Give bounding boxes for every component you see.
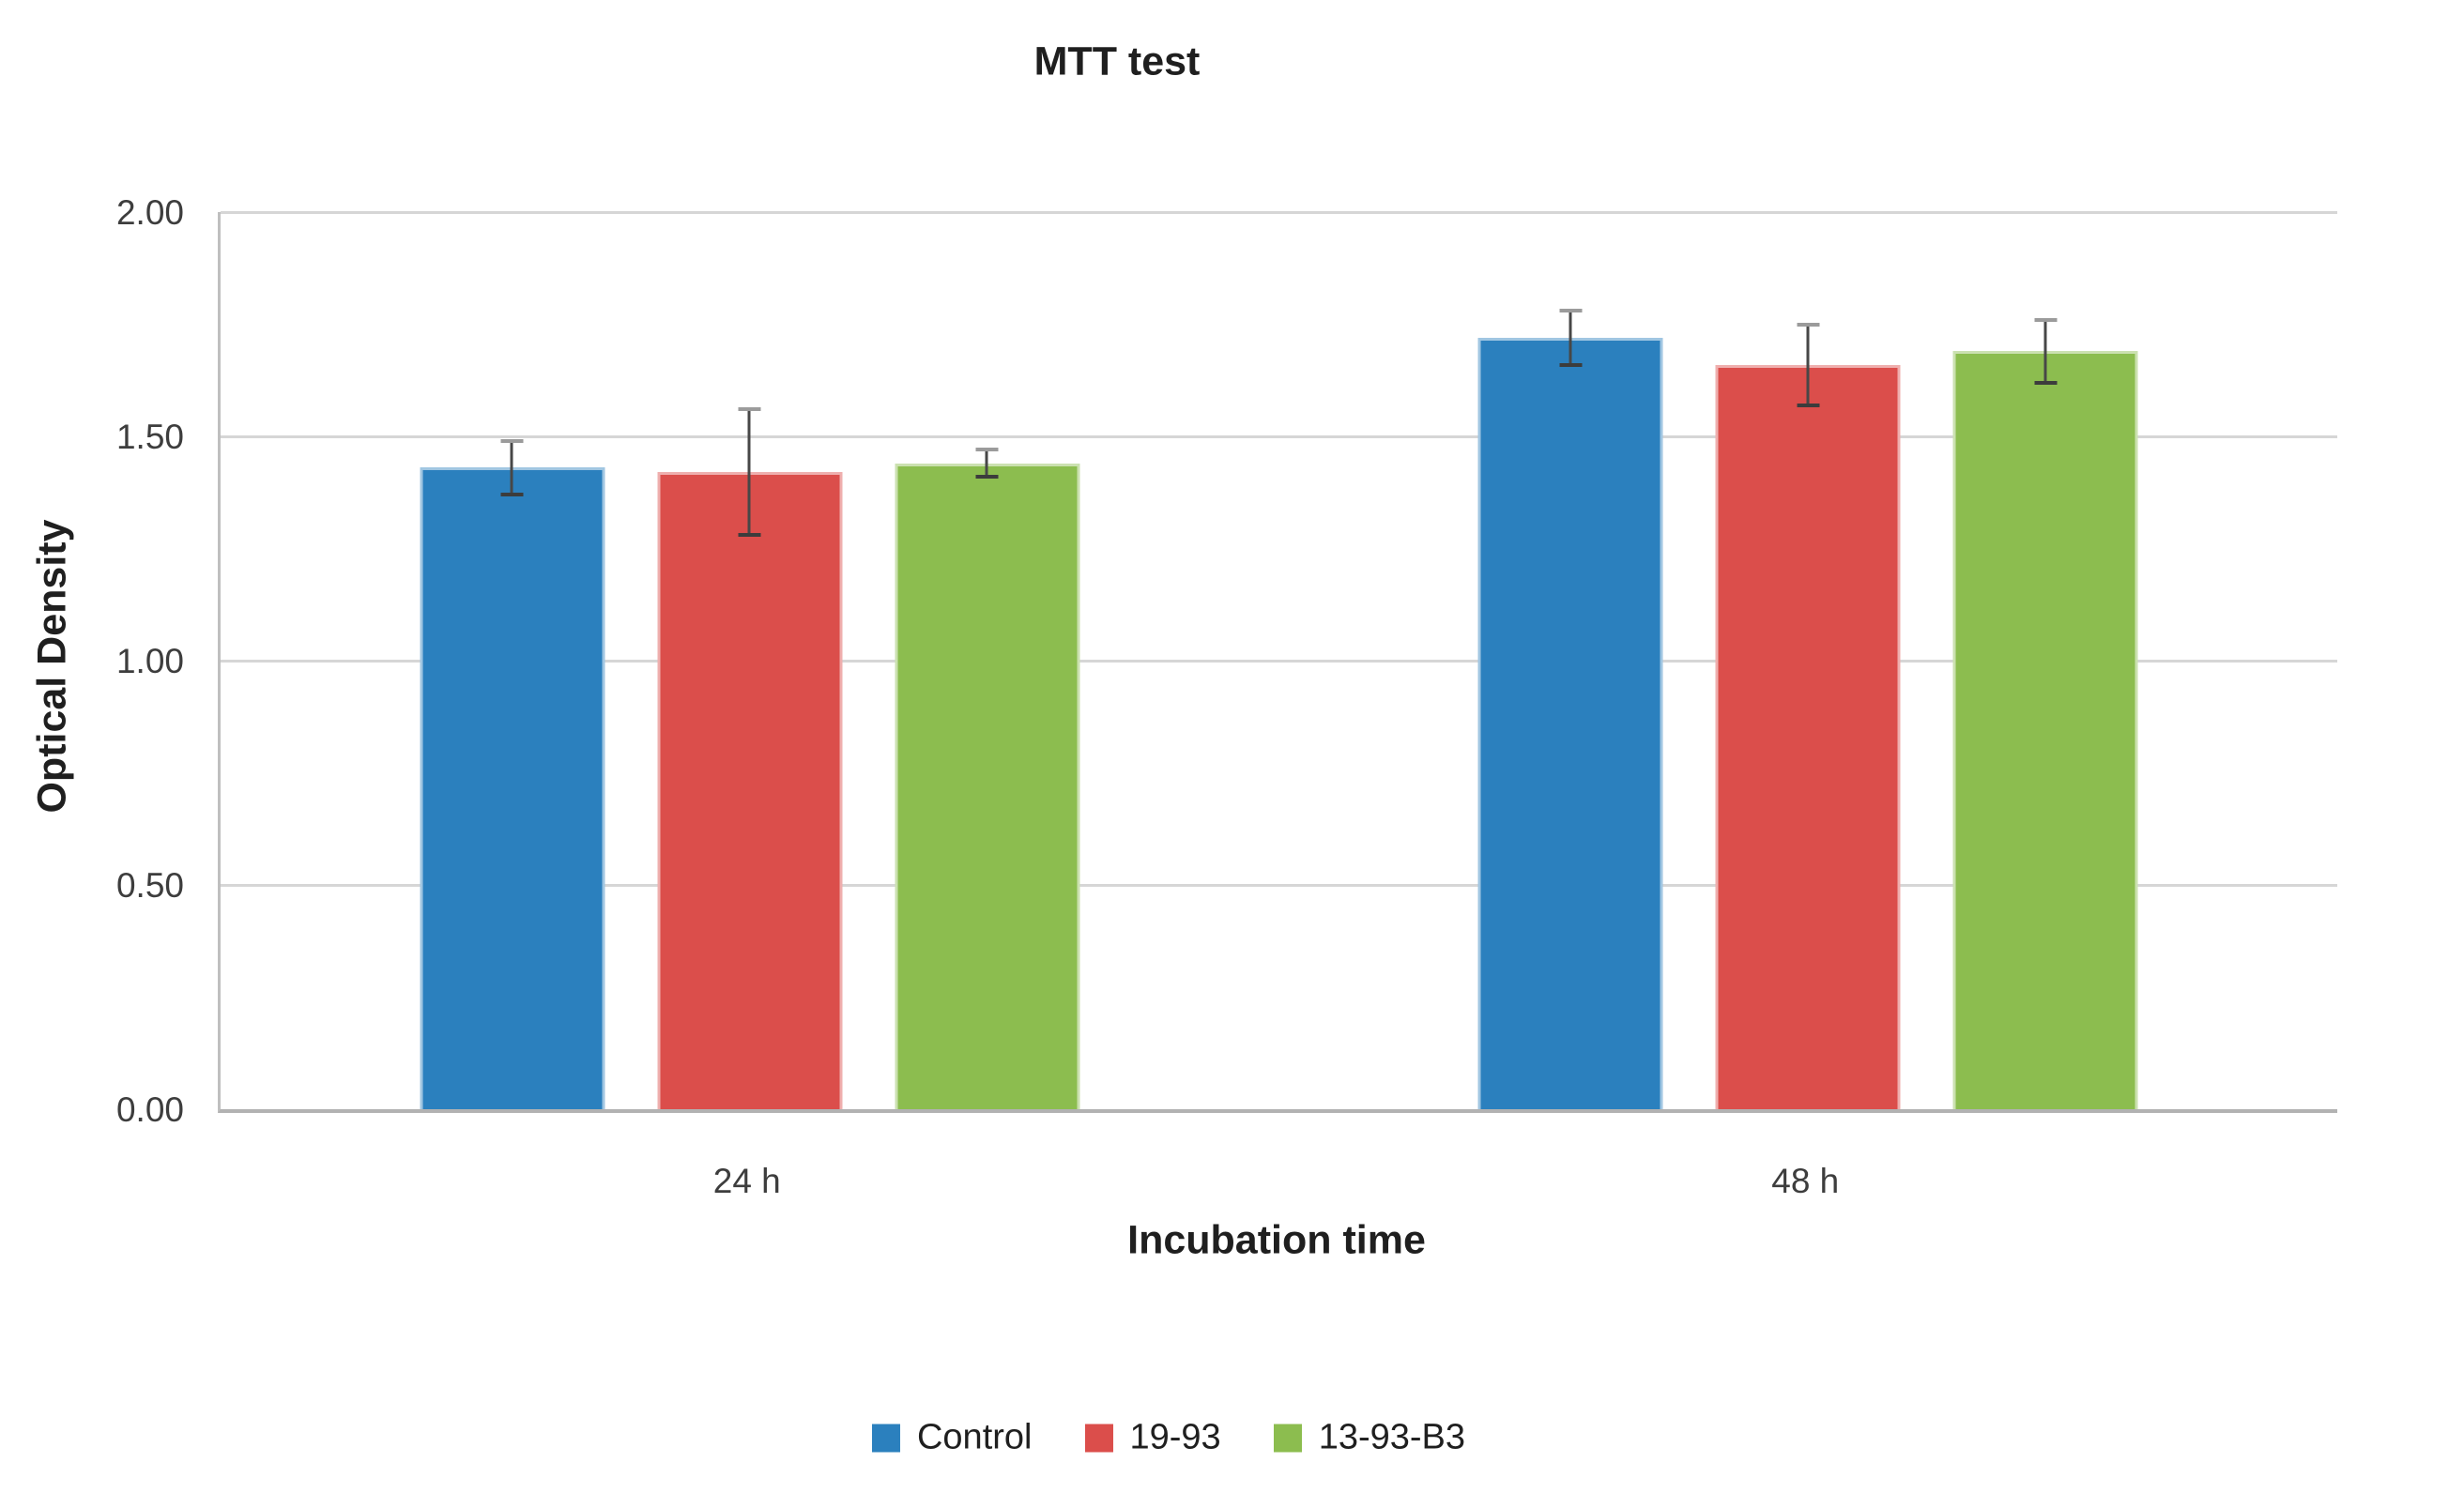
error-bar-cap-top	[2034, 317, 2058, 322]
gridline	[221, 883, 2337, 887]
bar-19-93-48-h	[1715, 322, 1901, 1109]
error-bar-cap-bottom	[500, 493, 524, 497]
legend-label: 19-93	[1129, 1417, 1221, 1457]
legend-item-13-93-B3: 13-93-B3	[1273, 1417, 1466, 1458]
gridline	[221, 434, 2337, 438]
bar-Control-24-h	[420, 438, 605, 1109]
legend-item-Control: Control	[871, 1417, 1033, 1458]
error-bar-cap-bottom	[738, 533, 761, 538]
error-bar-cap-top	[975, 448, 999, 452]
legend-swatch	[1084, 1424, 1113, 1452]
error-bar-line	[747, 409, 751, 536]
bar-group-24-h	[420, 407, 1080, 1109]
bar-13-93-B3-24-h	[895, 448, 1080, 1109]
error-bar-cap-top	[738, 407, 761, 412]
error-bar-cap-bottom	[975, 475, 999, 480]
error-bar-cap-top	[1797, 322, 1820, 327]
error-bar-line	[2043, 319, 2047, 383]
legend-item-19-93: 19-93	[1084, 1417, 1221, 1458]
gridline	[221, 659, 2337, 663]
bar-13-93-B3-48-h	[1952, 317, 2138, 1109]
y-tick-label: 0.50	[115, 866, 184, 905]
legend-swatch	[871, 1424, 900, 1452]
error-bar-cap-top	[500, 438, 524, 443]
y-tick-label: 1.50	[115, 418, 184, 456]
x-tick-label: 24 h	[712, 1162, 781, 1200]
legend-label: Control	[916, 1417, 1033, 1457]
y-tick-label: 1.00	[115, 642, 184, 680]
legend: Control 19-93 13-93-B3	[871, 1417, 1466, 1458]
error-bar-cap-top	[1559, 309, 1583, 313]
x-axis-title: Incubation time	[1127, 1217, 1426, 1263]
chart-title: MTT test	[1033, 38, 1201, 84]
plot-area	[218, 210, 2337, 1113]
legend-label: 13-93-B3	[1318, 1417, 1466, 1457]
error-bar-cap-bottom	[1797, 403, 1820, 407]
error-bar-line	[1569, 311, 1572, 365]
gridline	[221, 210, 2337, 214]
bar-19-93-24-h	[657, 407, 843, 1109]
error-bar-cap-bottom	[1559, 362, 1583, 367]
bar-Control-48-h	[1477, 309, 1663, 1109]
legend-swatch	[1273, 1424, 1302, 1452]
error-bar-line	[985, 449, 988, 478]
bar-group-48-h	[1477, 309, 2138, 1109]
x-tick-label: 48 h	[1771, 1162, 1840, 1200]
error-bar-line	[510, 440, 513, 495]
y-tick-label: 0.00	[115, 1090, 184, 1129]
y-tick-label: 2.00	[115, 193, 184, 232]
error-bar-line	[1806, 324, 1810, 405]
error-bar-cap-bottom	[2034, 380, 2058, 385]
